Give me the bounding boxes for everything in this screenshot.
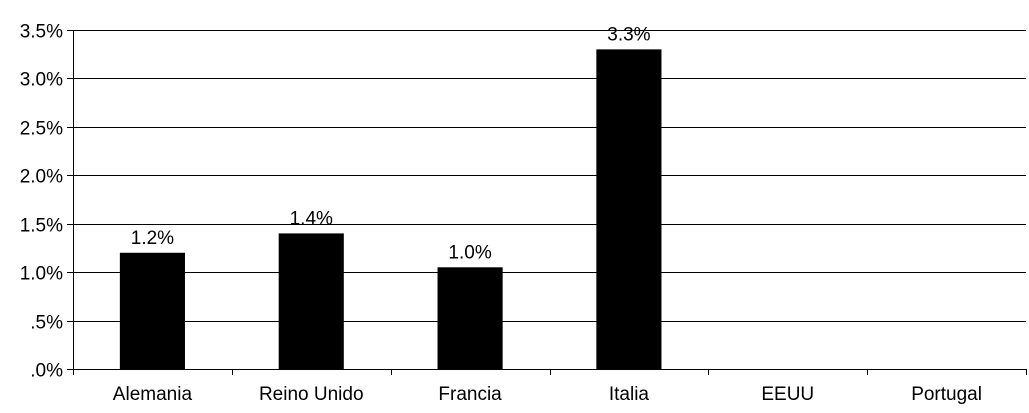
axis-layer <box>67 30 1027 375</box>
x-category-label: Portugal <box>911 384 982 405</box>
y-tick-label: .5% <box>30 313 63 334</box>
x-category-label: Italia <box>609 384 650 405</box>
data-label: 1.4% <box>290 208 333 229</box>
y-tick-label: 1.0% <box>20 264 63 285</box>
y-tick-label: 1.5% <box>20 216 63 237</box>
bar-reino-unido <box>278 233 344 369</box>
y-tick-label: .0% <box>30 361 63 382</box>
data-label: 1.2% <box>131 228 174 249</box>
grid-layer <box>73 30 1026 322</box>
y-tick-label: 3.0% <box>20 70 63 91</box>
bar-francia <box>437 267 503 369</box>
x-category-label: Reino Unido <box>259 384 364 405</box>
x-category-label: Francia <box>438 384 502 405</box>
data-label: 3.3% <box>607 24 650 45</box>
bar-italia <box>596 49 662 369</box>
bar-layer <box>119 49 662 369</box>
label-layer: .0% .5% 1.0% 1.5% 2.0% 2.5% 3.0% 3.5% 1.2% Aleman… <box>20 22 982 406</box>
bar-alemania <box>119 252 185 369</box>
y-tick-label: 3.5% <box>20 22 63 43</box>
x-category-label: Alemania <box>113 384 193 405</box>
x-category-label: EEUU <box>761 384 814 405</box>
y-tick-label: 2.5% <box>20 119 63 140</box>
y-tick-label: 2.0% <box>20 167 63 188</box>
data-label: 1.0% <box>448 242 491 263</box>
